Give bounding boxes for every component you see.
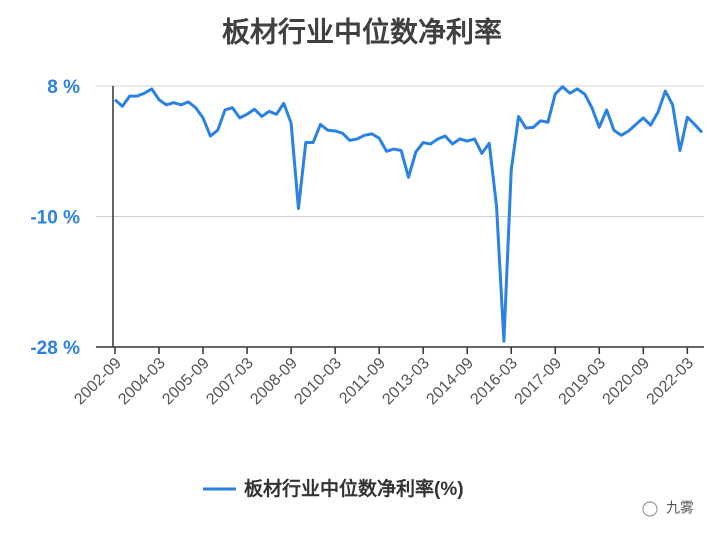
y-tick-label: -10 % [30,208,80,229]
watermark: 九雾 [666,500,694,516]
y-tick-label: -28 % [30,338,80,359]
y-tick-label: 8 % [47,77,80,98]
legend-label: 板材行业中位数净利率(%) [244,477,464,500]
data-line [114,85,704,343]
watermark-icon [642,501,658,517]
chart-title: 板材行业中位数净利率 [222,15,502,47]
